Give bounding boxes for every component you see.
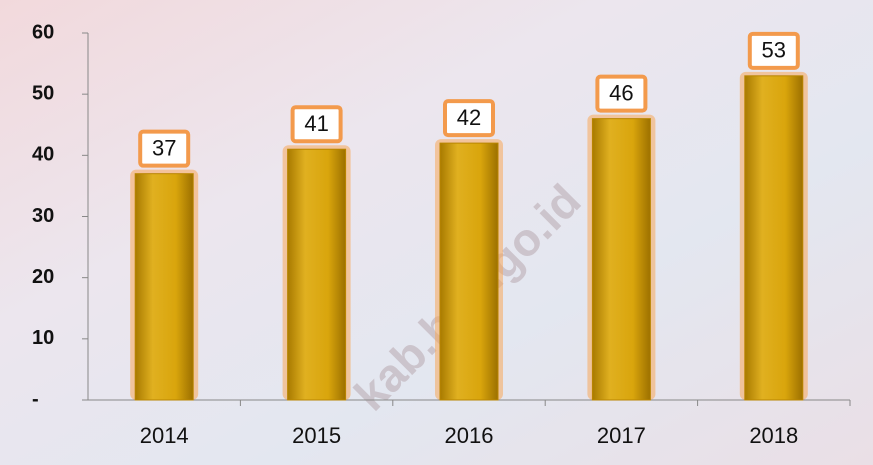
y-tick-label: 60 (32, 21, 54, 43)
x-tick-label: 2016 (445, 423, 494, 448)
bar (592, 119, 650, 400)
bar (288, 149, 346, 400)
x-tick-label: 2017 (597, 423, 646, 448)
value-label: 53 (762, 38, 786, 63)
bar (440, 143, 498, 400)
bar (135, 174, 193, 400)
y-tick-label: 40 (32, 144, 54, 166)
x-tick-label: 2018 (749, 423, 798, 448)
y-tick-label: 30 (32, 205, 54, 227)
y-tick-label: - (32, 388, 39, 410)
value-label: 37 (152, 135, 176, 160)
y-tick-label: 10 (32, 327, 54, 349)
chart: kab.bps.go.id -1020304050602014372015412… (0, 0, 873, 465)
value-label: 46 (609, 80, 633, 105)
value-label: 42 (457, 105, 481, 130)
value-label: 41 (304, 111, 328, 136)
y-tick-label: 20 (32, 266, 54, 288)
x-tick-label: 2014 (140, 423, 189, 448)
x-tick-label: 2015 (292, 423, 341, 448)
bar (745, 76, 803, 400)
y-tick-label: 50 (32, 82, 54, 104)
